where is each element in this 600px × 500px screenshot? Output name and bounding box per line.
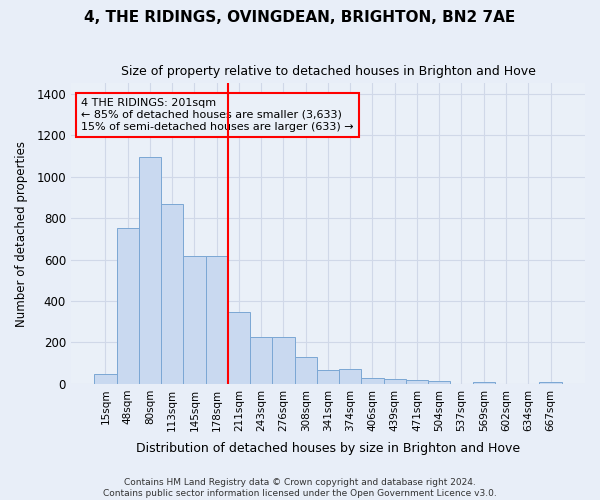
X-axis label: Distribution of detached houses by size in Brighton and Hove: Distribution of detached houses by size … bbox=[136, 442, 520, 455]
Text: Contains HM Land Registry data © Crown copyright and database right 2024.
Contai: Contains HM Land Registry data © Crown c… bbox=[103, 478, 497, 498]
Bar bbox=[339, 370, 361, 384]
Bar bbox=[161, 204, 184, 384]
Bar bbox=[406, 380, 428, 384]
Bar bbox=[295, 357, 317, 384]
Text: 4 THE RIDINGS: 201sqm
← 85% of detached houses are smaller (3,633)
15% of semi-d: 4 THE RIDINGS: 201sqm ← 85% of detached … bbox=[81, 98, 354, 132]
Bar bbox=[383, 380, 406, 384]
Bar bbox=[206, 256, 228, 384]
Bar bbox=[139, 157, 161, 384]
Bar bbox=[317, 370, 339, 384]
Text: 4, THE RIDINGS, OVINGDEAN, BRIGHTON, BN2 7AE: 4, THE RIDINGS, OVINGDEAN, BRIGHTON, BN2… bbox=[85, 10, 515, 25]
Bar bbox=[473, 382, 495, 384]
Bar bbox=[184, 256, 206, 384]
Bar bbox=[428, 382, 451, 384]
Bar bbox=[228, 312, 250, 384]
Bar bbox=[539, 382, 562, 384]
Y-axis label: Number of detached properties: Number of detached properties bbox=[15, 140, 28, 326]
Bar bbox=[116, 228, 139, 384]
Title: Size of property relative to detached houses in Brighton and Hove: Size of property relative to detached ho… bbox=[121, 65, 535, 78]
Bar bbox=[94, 374, 116, 384]
Bar bbox=[250, 338, 272, 384]
Bar bbox=[272, 338, 295, 384]
Bar bbox=[361, 378, 383, 384]
